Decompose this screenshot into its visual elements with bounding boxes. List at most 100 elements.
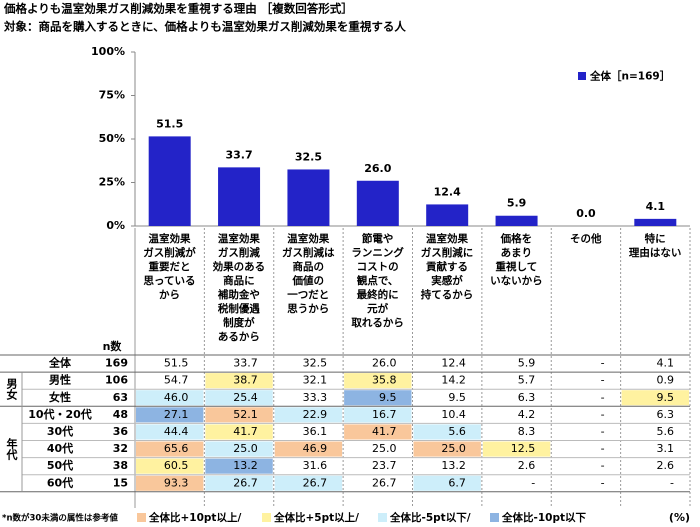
cell-value: 12.5 [511,442,536,455]
cell-value: 51.5 [164,357,189,370]
row-label: 女性 [49,390,71,404]
unit: (%) [669,511,690,524]
cell-shade [205,458,273,474]
cell-value: 9.5 [657,391,675,404]
y-tick-label: 25% [99,176,125,189]
x-category-label: 温室効果 ガス削減 効果のある 商品に 補助金や 税制優遇 制度が あるから [212,233,266,343]
y-tick-label: 100% [91,45,125,58]
value-label: 26.0 [364,162,391,175]
cell-shade [344,390,412,406]
value-label: 51.5 [156,117,183,130]
cell-value: 5.9 [518,357,536,370]
shade-legend-label: 全体比+10pt以上/ [148,511,241,524]
bar [148,136,191,226]
row-label: 30代 [47,424,73,438]
value-label: 12.4 [434,185,461,198]
bar [426,204,469,226]
row-n: 106 [105,374,128,387]
value-label: 5.9 [507,197,527,210]
x-category-label: 価格を あまり 重視して いないから [490,233,543,287]
cell-value: 2.6 [657,459,675,472]
cell-value: 32.1 [303,374,328,387]
cell-value: - [601,425,605,438]
cell-shade [205,441,273,457]
cell-value: 2.6 [518,459,536,472]
shade-legend-swatch [137,513,146,522]
cell-shade [344,407,412,423]
cell-value: 46.0 [164,391,189,404]
cell-value: 9.5 [448,391,466,404]
cell-value: 26.7 [233,476,258,489]
cell-shade [205,390,273,406]
row-n: 48 [113,408,128,421]
bar [634,218,677,226]
cell-value: 33.3 [303,391,328,404]
cell-value: 13.2 [441,459,466,472]
cell-value: 10.4 [441,408,466,421]
legend-swatch [578,72,586,80]
cell-value: 26.7 [303,476,328,489]
bar [287,169,330,226]
cell-value: - [531,476,535,489]
cell-value: 5.7 [518,374,536,387]
cell-value: 6.3 [518,391,536,404]
cell-value: 41.7 [372,425,397,438]
y-tick-label: 50% [99,132,125,145]
shade-legend-swatch [262,513,271,522]
cell-value: 26.0 [372,357,397,370]
cell-value: 6.7 [448,476,466,489]
group-label: 年代 [5,438,18,461]
cell-value: - [601,408,605,421]
cell-shade [274,441,343,457]
cell-value: 25.0 [372,442,397,455]
cell-value: 3.1 [657,442,675,455]
cell-value: 6.3 [657,408,675,421]
cell-value: 27.1 [164,408,189,421]
row-label: 40代 [47,441,73,455]
cell-value: 26.7 [372,476,397,489]
cell-shade [274,475,343,491]
cell-value: - [601,391,605,404]
bar [495,215,538,226]
cell-value: 38.7 [233,374,258,387]
shade-legend-label: 全体比-10pt以下 [501,511,587,524]
cell-shade [344,424,412,440]
cell-shade [205,373,273,389]
y-tick-label: 0% [106,219,125,232]
cell-value: 22.9 [303,408,328,421]
row-label: 60代 [47,475,73,489]
cell-shade [136,475,204,491]
cell-shade [136,441,204,457]
cell-value: 25.0 [441,442,466,455]
cell-value: 25.0 [233,442,258,455]
cell-value: 33.7 [233,357,258,370]
cell-value: 5.6 [448,425,466,438]
cell-value: 60.5 [164,459,189,472]
cell-value: 46.9 [303,442,328,455]
cell-value: 14.2 [441,374,466,387]
cell-value: 44.4 [164,425,189,438]
cell-value: 31.6 [303,459,328,472]
cell-shade [136,424,204,440]
n-header: n数 [103,339,123,353]
row-n: 36 [113,425,129,438]
row-label: 全体 [48,356,72,370]
cell-shade [136,390,204,406]
bar [356,180,399,226]
cell-value: - [670,476,674,489]
cell-value: 8.3 [518,425,536,438]
cell-value: 36.1 [303,425,328,438]
cell-value: 35.8 [372,374,397,387]
cell-value: 32.5 [303,357,328,370]
cell-value: 16.7 [372,408,397,421]
row-n: 15 [113,476,128,489]
y-tick-label: 75% [99,89,125,102]
cell-shade [274,407,343,423]
group-label: 男女 [5,378,18,401]
cell-value: 54.7 [164,374,189,387]
cell-value: - [601,459,605,472]
cell-value: 4.2 [518,408,536,421]
cell-shade [136,407,204,423]
